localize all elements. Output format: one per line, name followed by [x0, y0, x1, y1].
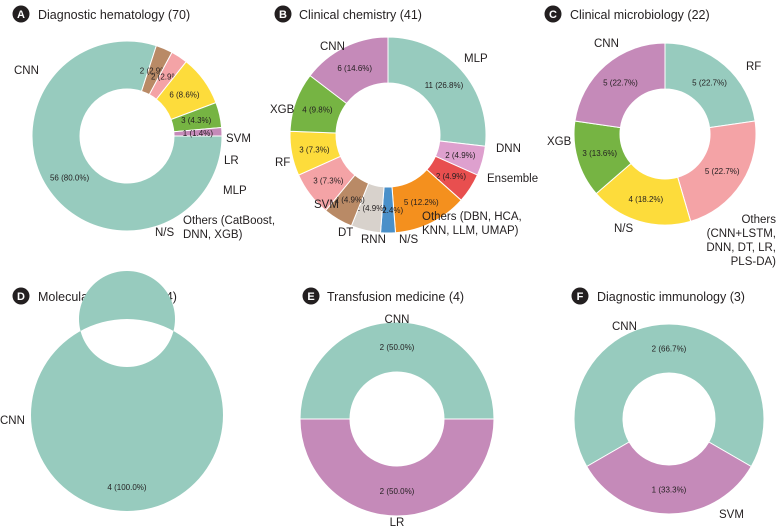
panel-b: B Clinical chemistry (41) 11 (26.8%) MLP 2 (… [270, 5, 538, 246]
slice-svm [586, 441, 752, 515]
panel-d: DMolecular diagnostics (4)4 (100.0%)CNN [0, 271, 223, 512]
category-label: MLP [464, 53, 488, 65]
category-label: SVM [314, 199, 339, 211]
panel-title: Clinical chemistry (41) [299, 8, 422, 22]
category-label: Others (DBN, HCA, KNN, LLM, UMAP) [422, 211, 522, 237]
category-label: Ensemble [487, 173, 538, 185]
slice-lr [299, 418, 495, 517]
slice-value-label: 4 (9.8%) [302, 106, 333, 115]
category-label: DT [338, 227, 353, 239]
slice-value-label: 2 (50.0%) [380, 487, 415, 496]
category-label: RF [275, 157, 290, 169]
panel-letter: D [17, 291, 25, 303]
category-label: RF [746, 61, 761, 73]
slice-value-label: 4 (18.2%) [628, 195, 663, 204]
slice-cnn [30, 271, 223, 512]
panel-letter: A [17, 9, 25, 21]
category-label: DNN [496, 143, 521, 155]
category-label: N/S [155, 227, 175, 239]
category-label: RNN [361, 234, 386, 246]
category-label: CNN [612, 321, 637, 333]
slice-value-label: 2 (2.9%) [140, 67, 171, 76]
category-label: CNN [594, 38, 619, 50]
category-label: CNN [0, 415, 25, 427]
category-label: XGB [270, 104, 295, 116]
category-label: LR [390, 517, 405, 529]
slice-value-label: 2 (4.9%) [436, 172, 467, 181]
slice-value-label: 11 (26.8%) [425, 81, 464, 90]
slice-value-label: 3 (7.3%) [299, 145, 330, 154]
slice-cnn [31, 40, 223, 232]
slice-value-label: 6 (8.6%) [169, 90, 200, 99]
slice-value-label: 1 (33.3%) [652, 486, 687, 495]
slice-mlp [387, 36, 487, 147]
slice-value-label: 4 (100.0%) [107, 483, 146, 492]
panel-badge-d [12, 287, 30, 305]
slice-n-s [173, 126, 223, 137]
panel-e: E Transfusion medicine (4) 2 (50.0%) CNN 2 (… [299, 287, 495, 529]
slice-value-label: 1 (1.4%) [183, 129, 214, 138]
slice-cnn [573, 323, 765, 468]
slice-cnn [299, 321, 495, 420]
category-label: N/S [614, 223, 634, 235]
panel-badge-a [12, 5, 30, 23]
slice-rf [664, 42, 756, 129]
category-label: LR [224, 155, 239, 167]
slice-value-label: 3 (4.3%) [181, 116, 212, 125]
slice-value-label: 5 (22.7%) [603, 79, 638, 88]
slice-value-label: 2 (4.9%) [445, 151, 476, 160]
panel-letter: F [577, 291, 584, 303]
slice-value-label: 1 (2.4%) [373, 206, 404, 215]
panel-a: A Diagnostic hematology (70) 56 (80.0%) CNN… [12, 5, 275, 241]
category-label: N/S [399, 234, 419, 246]
slice-value-label: 2 (4.9%) [335, 195, 366, 204]
slice-value-label: 5 (22.7%) [705, 167, 740, 176]
slice-cnn [309, 36, 389, 105]
slice-value-label: 2 (2.9%) [151, 73, 182, 82]
category-label: MLP [223, 185, 247, 197]
category-label: Others (CatBoost, DNN, XGB) [183, 215, 275, 241]
category-label: CNN [385, 314, 410, 326]
slice-value-label: 56 (80.0%) [50, 174, 89, 183]
slice-value-label: 2 (66.7%) [652, 345, 687, 354]
category-label: Others (CNN+LSTM, DNN, DT, LR, PLS-DA) [706, 214, 776, 268]
slice-value-label: 5 (12.2%) [404, 198, 439, 207]
panel-badge-f [571, 287, 589, 305]
slice-value-label: 2 (50.0%) [380, 343, 415, 352]
panel-c: C Clinical microbiology (22) 5 (22.7%) RF 5 … [544, 5, 776, 268]
slice-value-label: 5 (22.7%) [692, 79, 727, 88]
slice-value-label: 3 (7.3%) [313, 176, 344, 185]
category-label: CNN [320, 41, 345, 53]
slice-value-label: 2 (4.9%) [356, 204, 387, 213]
panel-letter: C [549, 9, 557, 21]
panel-badge-c [544, 5, 562, 23]
category-label: XGB [547, 136, 572, 148]
panel-title: Diagnostic immunology (3) [597, 290, 745, 304]
panel-title: Diagnostic hematology (70) [38, 8, 190, 22]
panel-badge-e [302, 287, 320, 305]
slice-cnn [574, 42, 666, 129]
slice-value-label: 3 (13.6%) [582, 149, 617, 158]
category-label: SVM [226, 133, 251, 145]
panel-title: Clinical microbiology (22) [570, 8, 710, 22]
panel-letter: B [279, 9, 287, 21]
slice-others [677, 120, 757, 222]
panel-title: Transfusion medicine (4) [327, 290, 464, 304]
slice-value-label: 6 (14.6%) [337, 64, 372, 73]
panel-badge-b [274, 5, 292, 23]
panel-f: F Diagnostic immunology (3) 2 (66.7%) CNN 1 … [571, 287, 765, 521]
category-label: SVM [719, 509, 744, 521]
category-label: CNN [14, 65, 39, 77]
panel-letter: E [307, 291, 314, 303]
